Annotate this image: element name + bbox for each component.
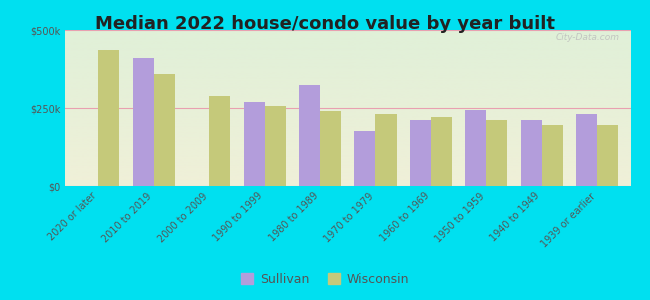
Text: City-Data.com: City-Data.com — [555, 33, 619, 42]
Bar — [244, 102, 265, 186]
Bar — [431, 117, 452, 186]
Legend: Sullivan, Wisconsin: Sullivan, Wisconsin — [236, 268, 414, 291]
Bar — [153, 74, 175, 186]
Bar — [320, 111, 341, 186]
Bar — [521, 121, 542, 186]
Bar — [465, 110, 486, 186]
Bar — [209, 95, 230, 186]
Bar — [597, 125, 618, 186]
Text: Median 2022 house/condo value by year built: Median 2022 house/condo value by year bu… — [95, 15, 555, 33]
Bar — [299, 85, 320, 186]
Bar — [354, 131, 376, 186]
Bar — [376, 114, 396, 186]
Bar — [98, 50, 120, 186]
Bar — [133, 58, 153, 186]
Bar — [542, 125, 563, 186]
Bar — [576, 114, 597, 186]
Bar — [410, 121, 431, 186]
Bar — [265, 106, 285, 186]
Bar — [486, 121, 508, 186]
